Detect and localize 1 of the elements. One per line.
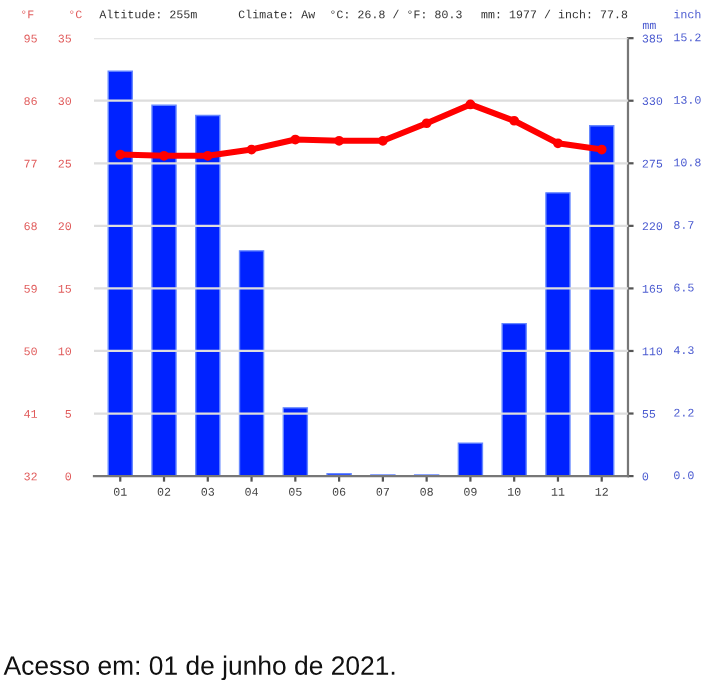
text: Acesso em: 01 de junho de 2021. xyxy=(3,655,395,681)
